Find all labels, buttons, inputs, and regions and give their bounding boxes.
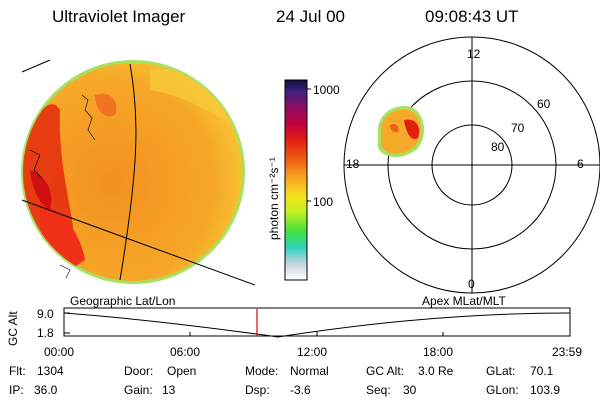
info-ip-label: IP: xyxy=(9,383,24,397)
timeline-xtick-1800: 18:00 xyxy=(423,345,454,359)
lat-label-60: 60 xyxy=(537,97,551,111)
mlt-label-18: 18 xyxy=(346,157,360,171)
info-dsp-label: Dsp: xyxy=(245,383,270,397)
timeline-right-title: Apex MLat/MLT xyxy=(422,294,506,308)
info-seq-label: Seq: xyxy=(366,383,391,397)
info-door-value: Open xyxy=(167,364,197,378)
timeline-xtick-2359: 23:59 xyxy=(552,345,583,359)
info-glat-label: GLat: xyxy=(486,364,516,378)
timeline-xtick-1200: 12:00 xyxy=(297,345,328,359)
timeline-ytick-9: 9.0 xyxy=(37,307,54,321)
info-mode-label: Mode: xyxy=(245,364,279,378)
timeline-xtick-0000: 00:00 xyxy=(44,345,75,359)
info-flt-value: 1304 xyxy=(37,364,64,378)
mlt-label-12: 12 xyxy=(467,47,481,61)
mlt-label-6: 6 xyxy=(577,157,584,171)
colorbar-unit-label: photon cm⁻²s⁻¹ xyxy=(267,157,281,240)
altitude-timeline xyxy=(63,307,571,338)
info-gcalt-label: GC Alt: xyxy=(366,364,405,378)
info-gain-label: Gain: xyxy=(124,383,153,397)
colorbar-tick-100: 100 xyxy=(313,195,334,209)
timeline-xtick-0600: 06:00 xyxy=(170,345,201,359)
colorbar-tick-1000: 1000 xyxy=(313,83,340,97)
time-label: 09:08:43 UT xyxy=(425,7,519,26)
info-door-label: Door: xyxy=(124,364,154,378)
timeline-left-title: Geographic Lat/Lon xyxy=(70,294,176,308)
info-gcalt-value: 3.0 Re xyxy=(418,364,454,378)
info-mode-value: Normal xyxy=(290,364,329,378)
polar-plot xyxy=(343,36,600,294)
instrument-title: Ultraviolet Imager xyxy=(52,7,186,26)
lat-label-70: 70 xyxy=(511,121,525,135)
info-seq-value: 30 xyxy=(403,383,417,397)
earth-image xyxy=(21,59,256,286)
mlt-label-0: 0 xyxy=(468,277,475,291)
info-gain-value: 13 xyxy=(162,383,176,397)
date-label: 24 Jul 00 xyxy=(276,7,345,26)
info-ip-value: 36.0 xyxy=(34,383,58,397)
info-glat-value: 70.1 xyxy=(530,364,554,378)
lat-label-80: 80 xyxy=(491,140,505,154)
color-bar xyxy=(284,79,311,281)
aurora-region xyxy=(378,106,425,157)
info-flt-label: Flt: xyxy=(9,364,26,378)
info-dsp-value: -3.6 xyxy=(290,383,311,397)
timeline-y-label: GC Alt xyxy=(6,311,20,346)
timeline-ytick-1-8: 1.8 xyxy=(37,326,54,340)
info-glon-value: 103.9 xyxy=(530,383,561,397)
info-glon-label: GLon: xyxy=(486,383,519,397)
